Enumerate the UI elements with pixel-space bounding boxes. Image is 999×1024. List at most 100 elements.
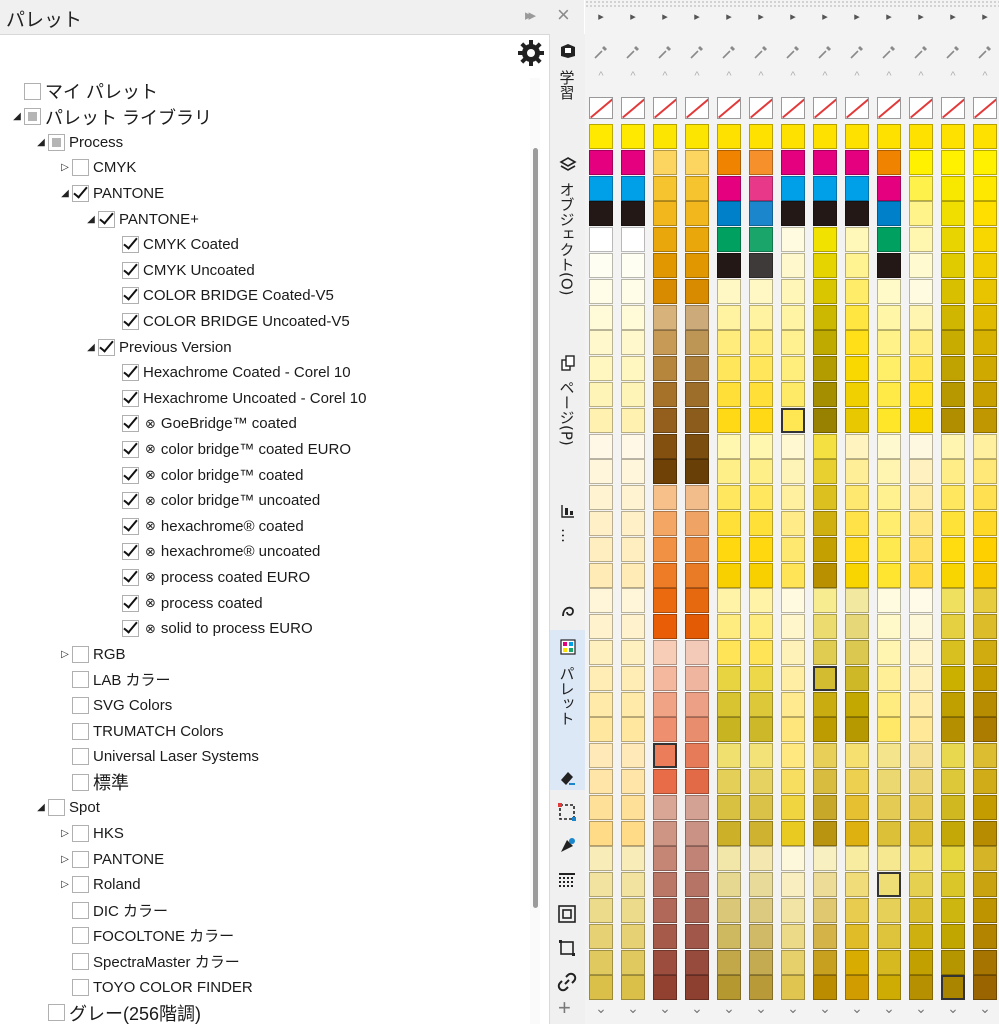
palette-drag-handle[interactable] <box>713 0 745 8</box>
color-swatch[interactable] <box>845 588 869 614</box>
color-swatch[interactable] <box>781 511 805 536</box>
tree-checkbox[interactable] <box>48 799 65 817</box>
eyedropper-icon[interactable] <box>841 44 873 70</box>
color-swatch[interactable] <box>717 356 741 382</box>
color-swatch[interactable] <box>621 820 645 846</box>
color-swatch[interactable] <box>973 330 997 356</box>
color-swatch[interactable] <box>909 356 933 382</box>
color-swatch[interactable] <box>749 175 773 201</box>
color-swatch[interactable] <box>621 201 645 227</box>
color-swatch[interactable] <box>781 640 805 665</box>
no-color-swatch[interactable] <box>781 97 805 119</box>
no-color-swatch[interactable] <box>749 97 773 119</box>
color-swatch[interactable] <box>685 175 709 201</box>
color-swatch[interactable] <box>973 253 997 278</box>
color-swatch[interactable] <box>653 330 677 356</box>
color-swatch[interactable] <box>653 562 677 588</box>
color-swatch[interactable] <box>813 562 837 588</box>
color-swatch[interactable] <box>717 149 741 175</box>
color-swatch[interactable] <box>877 330 901 356</box>
color-swatch[interactable] <box>685 201 709 227</box>
tree-checkbox[interactable] <box>122 415 139 433</box>
color-swatch[interactable] <box>685 459 709 485</box>
color-swatch[interactable] <box>845 382 869 407</box>
color-swatch[interactable] <box>813 149 837 175</box>
scroll-down-icon[interactable]: ⌄ <box>659 1000 671 1016</box>
color-swatch[interactable] <box>845 278 869 304</box>
color-swatch[interactable] <box>589 330 613 356</box>
color-swatch[interactable] <box>909 640 933 665</box>
color-swatch[interactable] <box>877 769 901 794</box>
color-swatch[interactable] <box>653 433 677 459</box>
color-swatch[interactable] <box>749 691 773 717</box>
color-swatch[interactable] <box>973 872 997 898</box>
color-swatch[interactable] <box>717 330 741 356</box>
color-swatch[interactable] <box>685 872 709 898</box>
tree-item[interactable]: ◢ Previous Version <box>84 335 232 359</box>
tree-checkbox[interactable] <box>48 133 65 151</box>
grid-icon[interactable] <box>557 870 577 890</box>
tree-checkbox[interactable] <box>122 440 139 458</box>
color-swatch[interactable] <box>845 640 869 665</box>
color-swatch[interactable] <box>813 691 837 717</box>
palette-menu-arrow-icon[interactable]: ▸ <box>918 11 924 23</box>
color-swatch[interactable] <box>877 459 901 485</box>
color-swatch[interactable] <box>973 640 997 665</box>
color-swatch[interactable] <box>909 898 933 923</box>
color-swatch[interactable] <box>877 562 901 588</box>
color-swatch[interactable] <box>941 124 965 149</box>
color-swatch[interactable] <box>717 769 741 794</box>
color-swatch[interactable] <box>781 330 805 356</box>
color-swatch[interactable] <box>717 433 741 459</box>
tree-item[interactable]: ⊗ color bridge™ uncoated <box>108 489 320 513</box>
color-swatch[interactable] <box>621 124 645 149</box>
color-swatch[interactable] <box>685 898 709 923</box>
color-swatch[interactable] <box>845 227 869 253</box>
color-swatch[interactable] <box>781 536 805 562</box>
color-swatch[interactable] <box>621 511 645 536</box>
color-swatch[interactable] <box>941 382 965 407</box>
color-swatch[interactable] <box>909 304 933 330</box>
tree-checkbox[interactable] <box>98 210 115 228</box>
scroll-down-icon[interactable]: ⌄ <box>755 1000 767 1016</box>
color-swatch[interactable] <box>813 794 837 820</box>
color-swatch[interactable] <box>717 485 741 511</box>
pages-icon[interactable] <box>559 354 577 372</box>
color-swatch[interactable] <box>781 304 805 330</box>
color-swatch[interactable] <box>909 382 933 407</box>
color-swatch[interactable] <box>621 278 645 304</box>
color-swatch[interactable] <box>813 872 837 898</box>
color-swatch[interactable] <box>845 175 869 201</box>
palette-menu-arrow-icon[interactable]: ▸ <box>886 11 892 23</box>
color-swatch[interactable] <box>653 846 677 872</box>
color-swatch[interactable] <box>845 717 869 743</box>
color-swatch[interactable] <box>717 511 741 536</box>
tree-item[interactable]: DIC カラー <box>58 898 168 922</box>
palette-drag-handle[interactable] <box>617 0 649 8</box>
eraser-icon[interactable] <box>557 768 577 788</box>
color-swatch[interactable] <box>877 691 901 717</box>
tree-item[interactable]: FOCOLTONE カラー <box>58 924 234 948</box>
color-swatch[interactable] <box>621 691 645 717</box>
no-color-swatch[interactable] <box>845 97 869 119</box>
palette-menu-arrow-icon[interactable]: ▸ <box>630 11 636 23</box>
color-swatch[interactable] <box>589 898 613 923</box>
color-swatch[interactable] <box>781 588 805 614</box>
palette-menu-arrow-icon[interactable]: ▸ <box>790 11 796 23</box>
color-swatch[interactable] <box>621 717 645 743</box>
color-swatch[interactable] <box>845 794 869 820</box>
scroll-up-icon[interactable]: ^ <box>790 70 796 82</box>
color-swatch[interactable] <box>653 227 677 253</box>
color-swatch[interactable] <box>749 356 773 382</box>
color-swatch[interactable] <box>781 949 805 975</box>
expanded-triangle-icon[interactable]: ◢ <box>37 802 45 814</box>
palette-drag-handle[interactable] <box>873 0 905 8</box>
color-swatch[interactable] <box>941 304 965 330</box>
color-swatch[interactable] <box>621 975 645 1001</box>
color-swatch[interactable] <box>781 253 805 278</box>
tree-checkbox[interactable] <box>122 620 139 638</box>
palette-menu-arrow-icon[interactable]: ▸ <box>662 11 668 23</box>
tree-item[interactable]: Hexachrome Coated - Corel 10 <box>108 361 351 385</box>
color-swatch[interactable] <box>685 407 709 433</box>
color-swatch[interactable] <box>813 175 837 201</box>
